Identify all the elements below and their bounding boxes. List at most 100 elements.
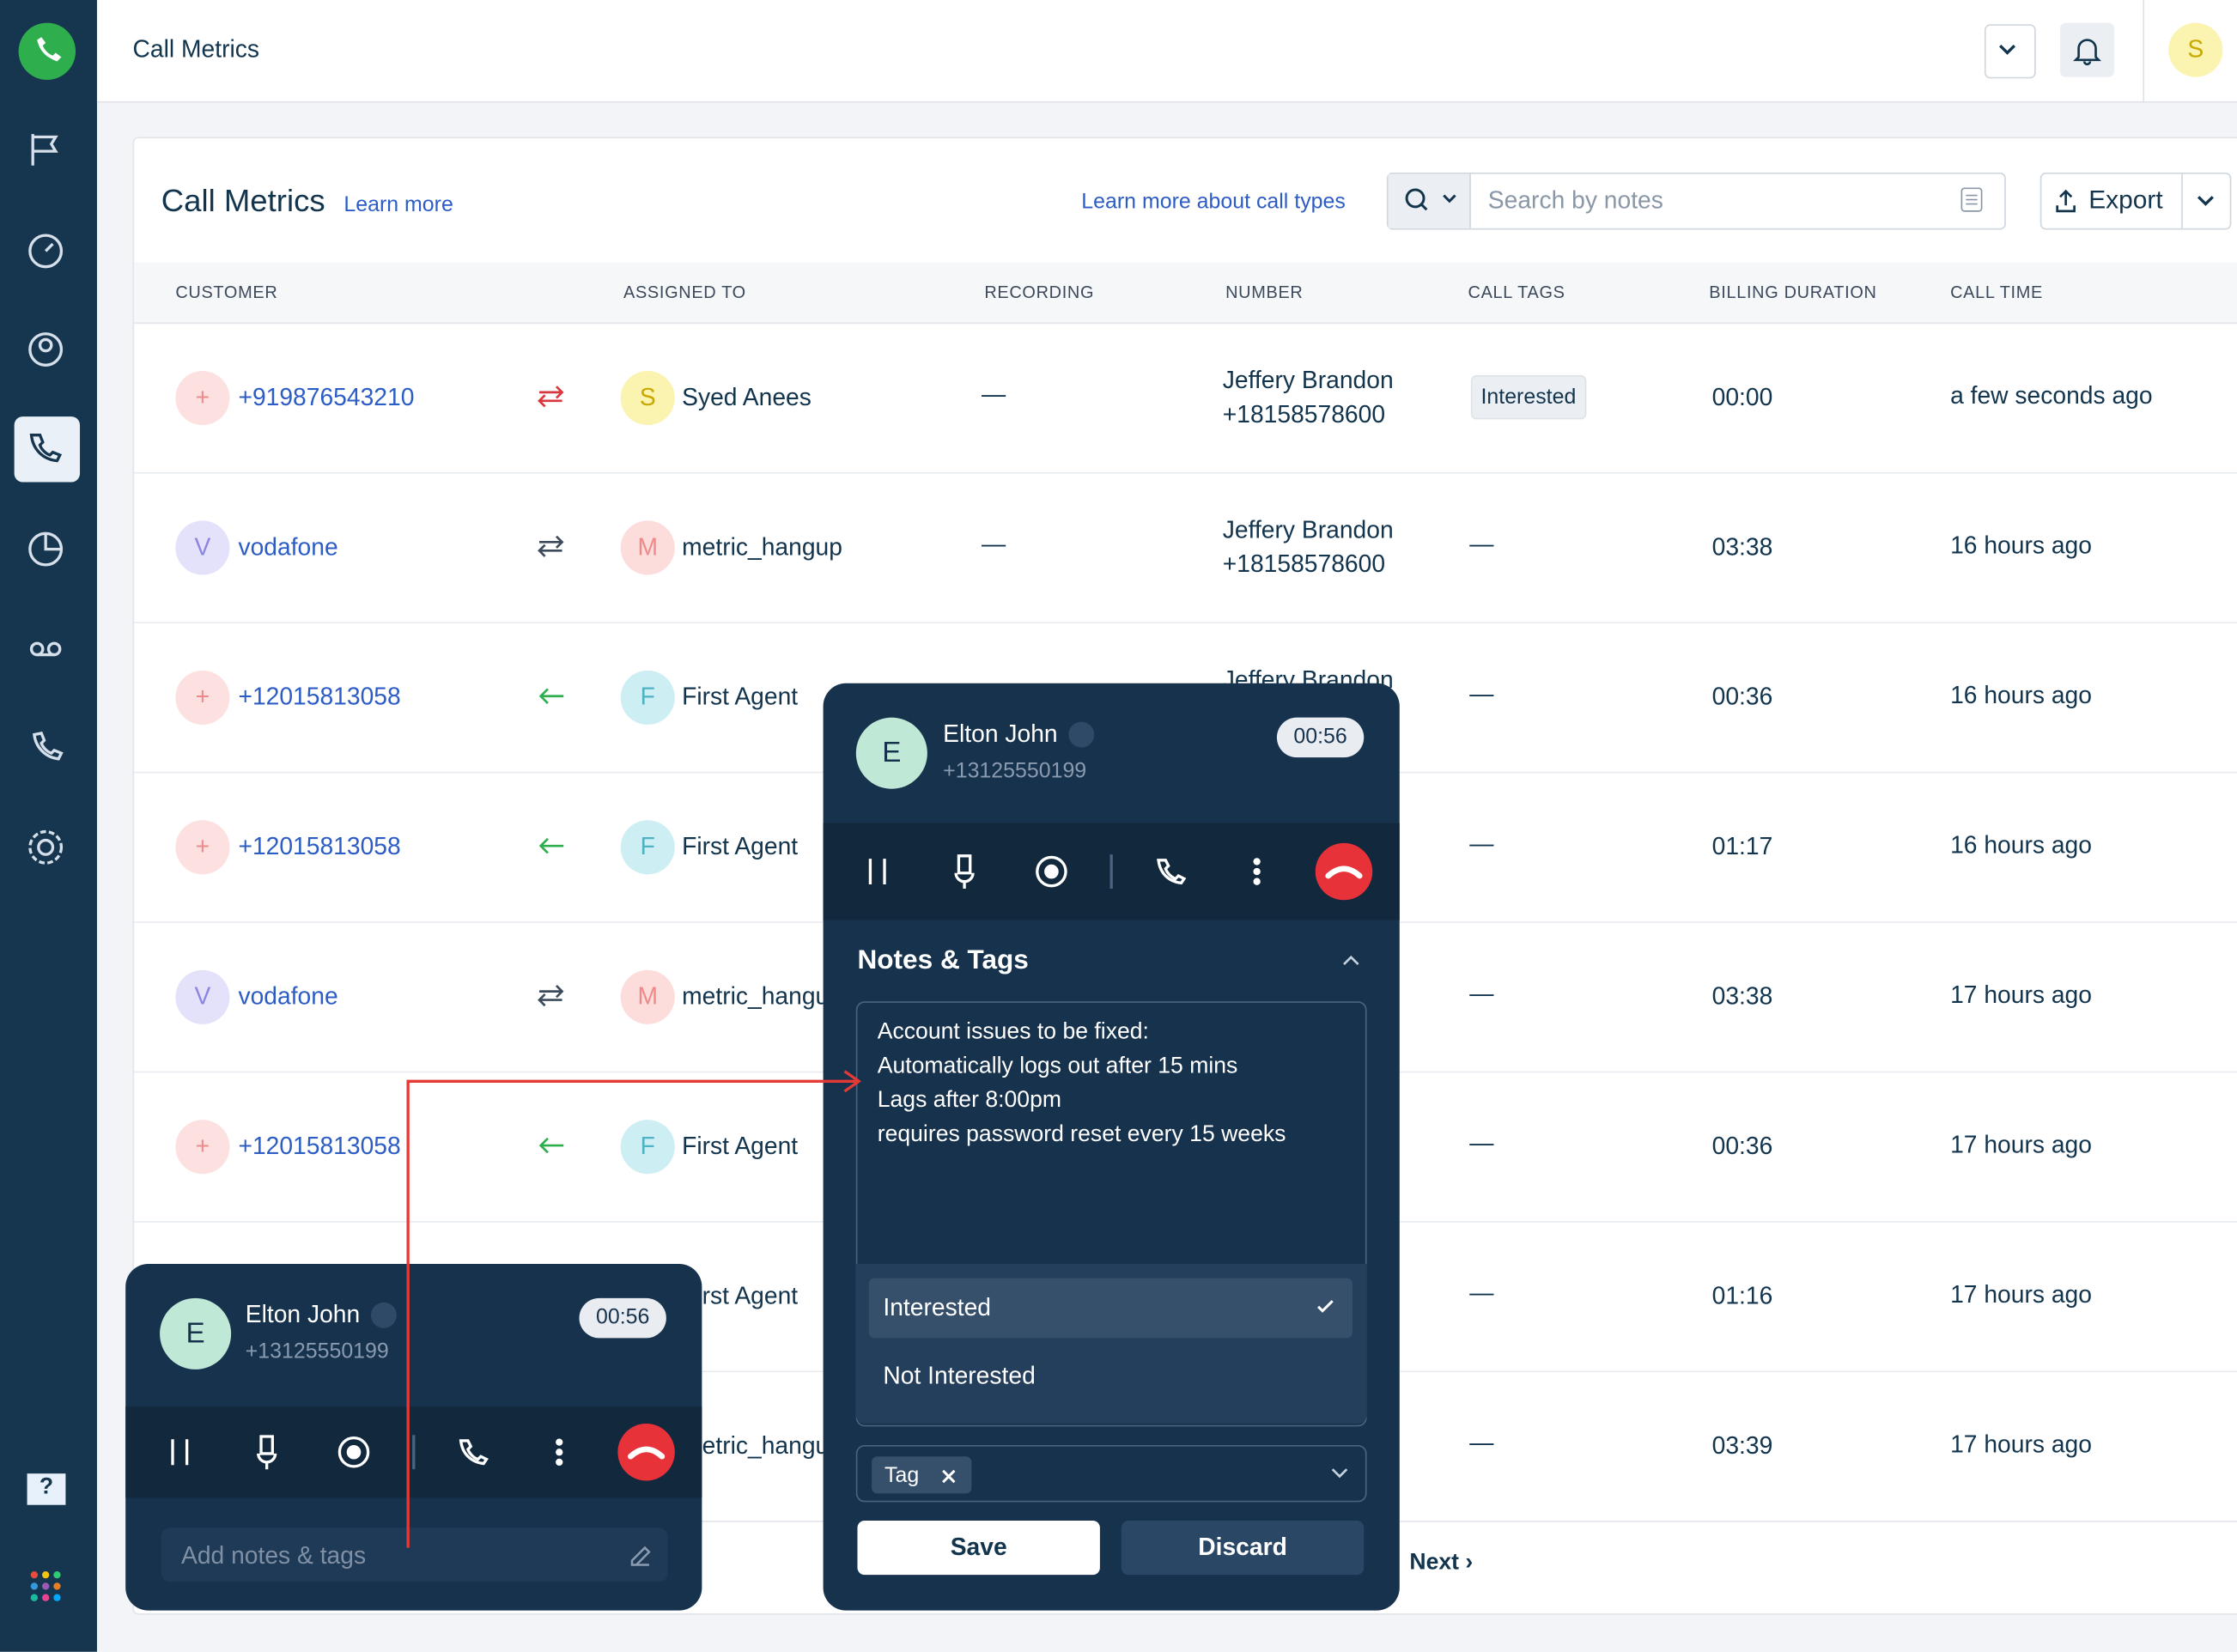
billing-duration: 01:16 — [1711, 1282, 1773, 1310]
section-title: Notes & Tags — [857, 945, 1029, 976]
number-name: Jeffery Brandon — [1222, 366, 1394, 394]
billing-duration: 03:39 — [1711, 1431, 1773, 1460]
customer-link[interactable]: +12015813058 — [238, 1133, 401, 1160]
divider — [2181, 173, 2183, 228]
sidebar — [0, 0, 97, 1652]
column-header: CUSTOMER — [175, 282, 278, 303]
edit-icon — [630, 1546, 651, 1566]
billing-duration: 03:38 — [1711, 533, 1773, 561]
caller-phone: +13125550199 — [245, 1339, 389, 1364]
notes-placeholder: Add notes & tags — [180, 1541, 367, 1570]
billing-duration: 00:00 — [1711, 383, 1773, 411]
call-time: 17 hours ago — [1950, 1280, 2092, 1309]
agent-name: metric_hangup — [682, 533, 842, 561]
agent-avatar: F — [620, 1120, 675, 1175]
caller-avatar: E — [855, 717, 927, 789]
customer-link[interactable]: +919876543210 — [238, 383, 415, 411]
divider — [2143, 0, 2145, 101]
customer-avatar: + — [175, 1120, 230, 1175]
next-link[interactable]: Next › — [1409, 1550, 1474, 1576]
agent-name: First Agent — [682, 1133, 799, 1160]
note-line: Automatically logs out after 15 mins — [877, 1054, 1238, 1078]
call-tag: — — [1469, 1129, 1494, 1157]
search-box[interactable] — [1386, 173, 2006, 230]
call-tag: — — [1469, 1429, 1494, 1457]
call-tag: — — [1469, 1279, 1494, 1307]
chip-remove[interactable] — [940, 1468, 957, 1485]
caller-name[interactable]: Elton John — [943, 720, 1058, 748]
agent-name: First Agent — [682, 833, 799, 860]
call-direction-icon — [538, 688, 564, 704]
call-tag: — — [1469, 980, 1494, 1007]
caller-phone: +13125550199 — [943, 758, 1087, 784]
tag-input[interactable] — [855, 1444, 1367, 1503]
customer-link[interactable]: vodafone — [238, 982, 338, 1011]
call-direction-icon — [538, 837, 564, 854]
save-button[interactable]: Save — [857, 1520, 1100, 1576]
billing-duration: 00:36 — [1711, 1133, 1773, 1160]
call-direction-icon — [538, 386, 564, 408]
column-header: CALL TIME — [1950, 282, 2044, 303]
user-avatar[interactable]: S — [2168, 22, 2223, 77]
call-tag: — — [1469, 531, 1494, 558]
recording: — — [982, 531, 1006, 558]
note-line: requires password reset every 15 weeks — [877, 1122, 1286, 1147]
call-direction-icon — [538, 985, 564, 1007]
chevron — [1999, 44, 2016, 55]
row-divider — [134, 471, 2237, 474]
agent-name: metric_hangup — [682, 982, 842, 1011]
customer-avatar: + — [175, 370, 230, 426]
notes-input[interactable] — [161, 1527, 668, 1582]
export-button[interactable] — [2039, 173, 2232, 230]
caller-avatar: E — [160, 1297, 232, 1370]
call-time: 16 hours ago — [1950, 831, 2092, 859]
caller-link[interactable] — [370, 1302, 397, 1328]
call-timer: 00:56 — [579, 1297, 666, 1339]
agent-avatar: S — [620, 370, 675, 426]
discard-button[interactable]: Discard — [1121, 1520, 1365, 1576]
column-header: NUMBER — [1225, 282, 1304, 303]
topbar — [96, 0, 2237, 103]
call-types-link[interactable]: Learn more about call types — [1081, 189, 1346, 215]
card-title: Call Metrics — [161, 182, 325, 219]
note-line: Account issues to be fixed: — [877, 1019, 1149, 1045]
search-filter[interactable] — [1388, 173, 1471, 228]
call-timer: 00:56 — [1276, 717, 1365, 758]
call-direction-icon — [538, 535, 564, 557]
call-time: 16 hours ago — [1950, 531, 2092, 560]
tag-chip — [872, 1456, 972, 1494]
agent-avatar: F — [620, 820, 675, 875]
call-direction-icon — [538, 1137, 564, 1154]
caller-link[interactable] — [1068, 721, 1095, 748]
billing-duration: 01:17 — [1711, 833, 1773, 860]
number: +18158578600 — [1222, 550, 1386, 578]
chevron — [1331, 1468, 1348, 1479]
column-header: BILLING DURATION — [1709, 282, 1877, 303]
tag-option[interactable]: Not Interested — [883, 1362, 1036, 1390]
call-time: a few seconds ago — [1950, 382, 2153, 410]
collapse-icon[interactable] — [1341, 953, 1361, 968]
tag-option[interactable]: Interested — [883, 1293, 991, 1321]
chevron — [2197, 196, 2214, 206]
customer-link[interactable]: +12015813058 — [238, 833, 401, 860]
check-icon — [1317, 1300, 1334, 1313]
column-header: ASSIGNED TO — [623, 282, 746, 303]
customer-link[interactable]: vodafone — [238, 533, 338, 561]
sidebar-icons — [14, 22, 81, 1601]
row-divider — [134, 622, 2237, 624]
call-tag: — — [1469, 829, 1494, 858]
call-tag: Interested — [1470, 374, 1586, 420]
tag-chip-label: Tag — [884, 1463, 920, 1488]
notifications[interactable] — [2059, 22, 2115, 77]
agent-avatar: M — [620, 520, 675, 575]
call-time: 17 hours ago — [1950, 1430, 2092, 1458]
customer-link[interactable]: +12015813058 — [238, 683, 401, 711]
caller-name[interactable]: Elton John — [245, 1301, 361, 1328]
help-icon[interactable]: ? — [39, 1474, 54, 1500]
learn-more-link[interactable]: Learn more — [343, 192, 453, 217]
agent-avatar: F — [620, 670, 675, 725]
selected-option-bg — [868, 1278, 1353, 1339]
column-header: RECORDING — [984, 282, 1095, 303]
agent-avatar: M — [620, 969, 675, 1024]
